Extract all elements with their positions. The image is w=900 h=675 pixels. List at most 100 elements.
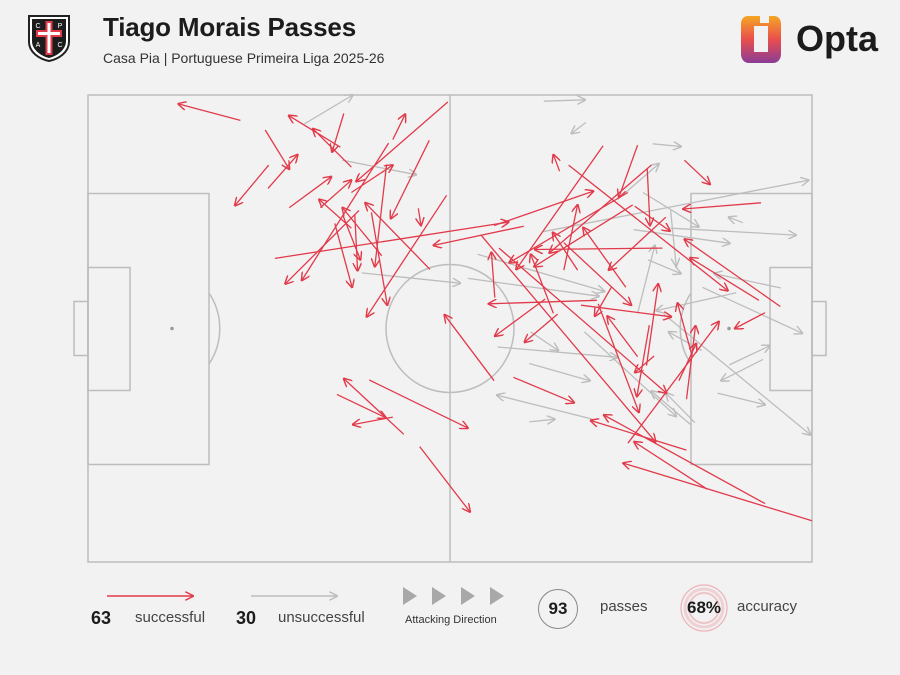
successful-pass-arrow — [597, 303, 639, 413]
right-penalty-spot — [727, 326, 731, 331]
left-penalty-arc — [208, 292, 221, 365]
successful-pass-arrow — [513, 376, 574, 402]
successful-pass-arrow — [637, 324, 650, 396]
successful-pass-arrow — [509, 191, 629, 263]
attacking-direction-icon — [403, 587, 504, 605]
successful-pass-arrow — [531, 254, 555, 314]
successful-pass-arrow — [342, 215, 360, 260]
unsuccessful-pass-arrow — [656, 292, 737, 311]
successful-pass-arrow — [493, 191, 593, 227]
unsuccessful-pass-arrow — [529, 362, 590, 381]
successful-pass-arrow — [604, 415, 766, 505]
unsuccessful-pass-arrow — [529, 419, 555, 422]
unsuccessful-pass-arrow — [647, 259, 681, 274]
successful-label: successful — [135, 609, 206, 626]
successful-pass-arrow — [319, 180, 351, 209]
pitch-lines — [73, 94, 827, 563]
successful-pass-arrow — [609, 216, 667, 270]
successful-pass-arrow — [353, 416, 393, 425]
successful-pass-arrow — [264, 129, 289, 169]
successful-pass-arrow — [690, 258, 760, 301]
unsuccessful-pass-arrow — [670, 227, 797, 235]
successful-pass-arrow — [583, 228, 627, 288]
page-title: Tiago Morais Passes — [103, 12, 356, 42]
successful-pass-arrow — [684, 239, 781, 308]
unsuccessful-pass-arrow — [497, 395, 593, 420]
successful-pass-arrow — [553, 155, 559, 172]
unsuccessful-pass-arrow — [304, 95, 353, 125]
successful-pass-arrow — [549, 164, 652, 253]
crest-letter: P — [58, 23, 63, 30]
unsuccessful-pass-arrow — [497, 346, 618, 357]
accuracy-ring-icon — [680, 584, 728, 632]
crest-letter: A — [36, 42, 41, 49]
unsuccessful-pass-arrow — [729, 217, 744, 223]
opta-brand-text: Opta — [796, 18, 879, 59]
unsuccessful-pass-arrow — [584, 331, 677, 417]
successful-pass-arrow — [434, 225, 524, 245]
header: C P A C Tiago Morais Passes Casa Pia | P… — [0, 0, 900, 80]
successful-pass-arrow — [619, 144, 639, 197]
successful-pass-arrow — [391, 140, 430, 218]
successful-pass-arrow — [489, 300, 597, 304]
unsuccessful-pass-arrow — [542, 180, 809, 233]
unsuccessful-pass-arrow — [633, 228, 730, 244]
unsuccessful-pass-arrow — [530, 331, 559, 351]
successful-pass-arrow — [336, 393, 386, 417]
successful-pass-arrow — [678, 344, 696, 381]
unsuccessful-pass-arrow — [636, 245, 655, 314]
successful-pass-arrow — [334, 223, 352, 287]
unsuccessful-pass-arrow — [571, 121, 587, 134]
successful-pass-arrow — [591, 421, 687, 451]
accuracy-value: 68% — [686, 598, 722, 617]
successful-pass-arrow — [313, 129, 352, 168]
successful-pass-arrow — [419, 446, 470, 512]
successful-pass-arrow — [289, 116, 341, 148]
unsuccessful-pass-arrow — [663, 313, 811, 435]
successful-pass-arrow — [342, 208, 383, 257]
unsuccessful-pass-arrow — [702, 286, 802, 333]
successful-pass-arrow — [480, 234, 656, 442]
successful-pass-arrow — [525, 313, 559, 342]
unsuccessful-pass-arrow — [714, 274, 782, 289]
left-six-yard-box — [87, 266, 131, 392]
successful-pass-arrow — [445, 315, 495, 382]
successful-pass-arrow — [369, 379, 468, 428]
successful-pass-arrow — [235, 164, 270, 206]
left-penalty-spot — [170, 326, 174, 331]
crest-letter: C — [57, 42, 62, 49]
passes-count: 93 — [538, 589, 578, 629]
successful-pass-arrow — [563, 205, 578, 271]
unsuccessful-pass-arrow — [717, 392, 766, 405]
centre-circle — [385, 263, 515, 394]
right-goal — [811, 300, 827, 357]
accuracy-label: accuracy — [737, 598, 798, 615]
successful-pass-arrow — [735, 312, 766, 329]
left-goal — [73, 300, 89, 357]
successful-pass-arrow — [495, 298, 546, 336]
successful-pass-arrow — [274, 222, 509, 260]
club-crest-icon: C P A C — [28, 15, 70, 62]
successful-count: 63 — [91, 608, 112, 628]
successful-passes — [178, 102, 813, 522]
successful-pass-arrow — [344, 379, 405, 435]
successful-pass-arrow — [623, 463, 813, 522]
successful-pass-arrow — [634, 442, 708, 490]
unsuccessful-passes — [304, 95, 811, 435]
successful-pass-arrow — [563, 242, 632, 306]
successful-pass-arrow — [534, 204, 634, 267]
unsuccessful-pass-arrow — [543, 100, 585, 101]
unsuccessful-pass-arrow — [721, 358, 764, 380]
successful-pass-arrow — [645, 284, 659, 366]
left-penalty-box — [87, 192, 210, 466]
unsuccessful-pass-arrow — [729, 346, 770, 366]
successful-pass-arrow — [288, 177, 331, 209]
unsuccessful-pass-arrow — [651, 391, 692, 426]
unsuccessful-pass-arrow — [477, 253, 605, 291]
successful-pass-arrow — [553, 232, 579, 271]
successful-pass-arrow — [491, 252, 494, 298]
successful-pass-arrow — [683, 202, 762, 209]
right-six-yard-box — [769, 266, 813, 392]
unsuccessful-pass-arrow — [642, 191, 699, 227]
